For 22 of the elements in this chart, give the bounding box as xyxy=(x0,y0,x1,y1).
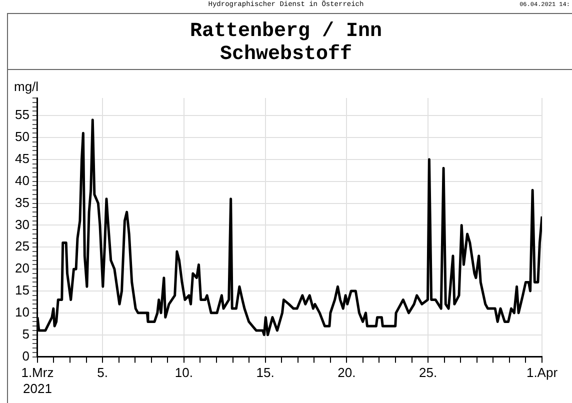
y-axis-title: mg/l xyxy=(14,79,39,94)
x-tick-label: 1.Apr xyxy=(526,365,558,380)
x-tick-label: 5. xyxy=(97,365,108,380)
y-tick-label: 45 xyxy=(14,150,30,166)
y-tick-label: 55 xyxy=(14,107,30,122)
y-tick-label: 50 xyxy=(14,129,30,144)
y-tick-label: 20 xyxy=(14,260,30,276)
y-tick-label: 35 xyxy=(14,194,30,210)
chart-subtitle: Schwebstoff xyxy=(218,43,354,66)
chart-title: Rattenberg / Inn xyxy=(188,20,384,43)
x-tick-label: 20. xyxy=(338,365,356,380)
x-tick-label: 15. xyxy=(256,365,274,380)
x-tick-label: 10. xyxy=(174,365,193,380)
y-tick-label: 30 xyxy=(14,216,30,232)
y-tick-label: 5 xyxy=(22,326,30,342)
x-tick-label: 25. xyxy=(419,365,438,380)
y-tick-label: 25 xyxy=(14,238,30,254)
y-tick-label: 40 xyxy=(14,172,30,188)
x-tick-label: 1.Mrz 2021 xyxy=(21,365,54,396)
y-tick-label: 0 xyxy=(22,348,30,364)
y-tick-label: 10 xyxy=(14,304,30,320)
y-tick-label: 15 xyxy=(14,282,30,298)
